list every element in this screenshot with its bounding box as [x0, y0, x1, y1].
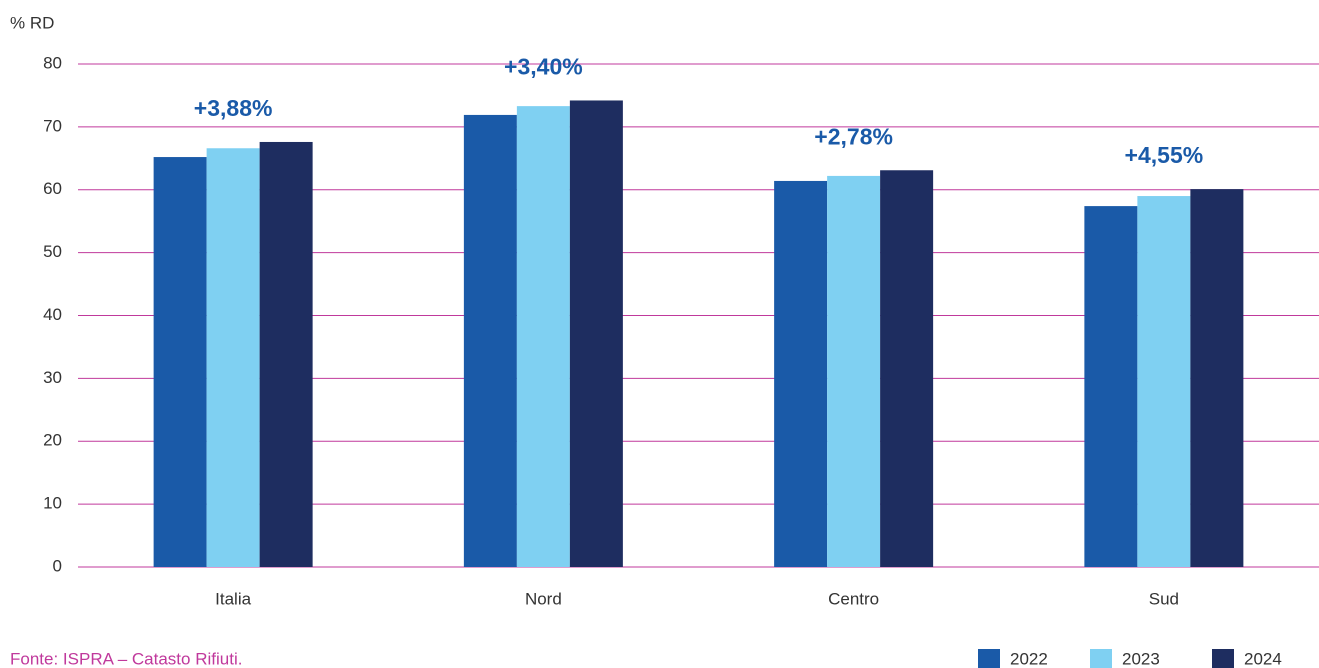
annotation: +3,88%: [194, 95, 273, 121]
bar: [516, 106, 570, 567]
bar: [569, 100, 623, 567]
bar: [827, 175, 881, 568]
y-tick-label: 20: [43, 431, 62, 450]
y-tick-label: 40: [43, 305, 62, 324]
annotation: +4,55%: [1125, 142, 1204, 168]
bar: [206, 148, 260, 567]
annotation: +3,40%: [504, 54, 583, 80]
legend-swatch: [1090, 649, 1112, 668]
bar: [463, 114, 517, 568]
bar: [1137, 196, 1191, 567]
x-tick-label: Italia: [215, 589, 251, 608]
y-axis-label: % RD: [10, 13, 54, 32]
bar: [259, 141, 313, 567]
bar: [774, 180, 828, 567]
legend-swatch: [1212, 649, 1234, 668]
legend-label: 2022: [1010, 649, 1048, 668]
bar: [153, 157, 207, 567]
source: Fonte: ISPRA – Catasto Rifiuti.: [10, 649, 242, 668]
y-tick-label: 30: [43, 368, 62, 387]
y-tick-label: 0: [53, 556, 62, 575]
legend-swatch: [978, 649, 1000, 668]
legend-label: 2024: [1244, 649, 1282, 668]
x-tick-label: Sud: [1149, 589, 1179, 608]
y-tick-label: 70: [43, 116, 62, 135]
y-tick-label: 80: [43, 53, 62, 72]
x-tick-label: Centro: [828, 589, 879, 608]
bar: [1084, 206, 1138, 567]
y-tick-label: 60: [43, 179, 62, 198]
legend-label: 2023: [1122, 649, 1160, 668]
annotation: +2,78%: [814, 123, 893, 149]
y-tick-label: 10: [43, 494, 62, 513]
bar: [880, 170, 934, 568]
bar: [1190, 189, 1244, 567]
y-tick-label: 50: [43, 242, 62, 261]
x-tick-label: Nord: [525, 589, 562, 608]
